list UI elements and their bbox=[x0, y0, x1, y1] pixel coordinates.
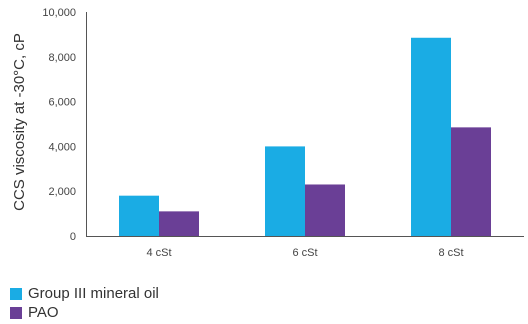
y-tick-label: 0 bbox=[70, 231, 76, 243]
x-axis-ticks: 4 cSt 6 cSt 8 cSt bbox=[146, 247, 463, 259]
legend-swatch-group-iii bbox=[10, 287, 22, 300]
y-tick-label: 6,000 bbox=[48, 97, 76, 109]
bars bbox=[119, 37, 491, 237]
ccs-viscosity-chart: CCS viscosity at -30°C, cP 0 2,000 4,000 6,… bbox=[11, 7, 524, 259]
x-tick-label: 8 cSt bbox=[438, 247, 463, 259]
y-tick-label: 10,000 bbox=[42, 7, 76, 19]
y-tick-label: 4,000 bbox=[48, 141, 76, 153]
legend-label-group-iii: Group III mineral oil bbox=[28, 285, 159, 302]
bar-group-iii-1 bbox=[265, 146, 305, 236]
legend-item-pao: PAO bbox=[10, 303, 159, 322]
y-tick-label: 2,000 bbox=[48, 186, 76, 198]
x-tick-label: 6 cSt bbox=[292, 247, 317, 259]
bar-pao-0 bbox=[159, 211, 199, 236]
legend-label-pao: PAO bbox=[28, 304, 59, 321]
y-axis-ticks: 0 2,000 4,000 6,000 8,000 10,000 bbox=[42, 7, 76, 243]
legend-item-group-iii: Group III mineral oil bbox=[10, 284, 159, 303]
legend: Group III mineral oil PAO bbox=[10, 284, 159, 322]
y-axis-label: CCS viscosity at -30°C, cP bbox=[11, 33, 28, 211]
x-tick-label: 4 cSt bbox=[146, 247, 171, 259]
bar-group-iii-2 bbox=[411, 37, 451, 237]
bar-group-iii-0 bbox=[119, 195, 159, 236]
legend-swatch-pao bbox=[10, 306, 22, 319]
bar-pao-1 bbox=[305, 184, 345, 236]
y-tick-label: 8,000 bbox=[48, 52, 76, 64]
bar-pao-2 bbox=[451, 127, 491, 236]
